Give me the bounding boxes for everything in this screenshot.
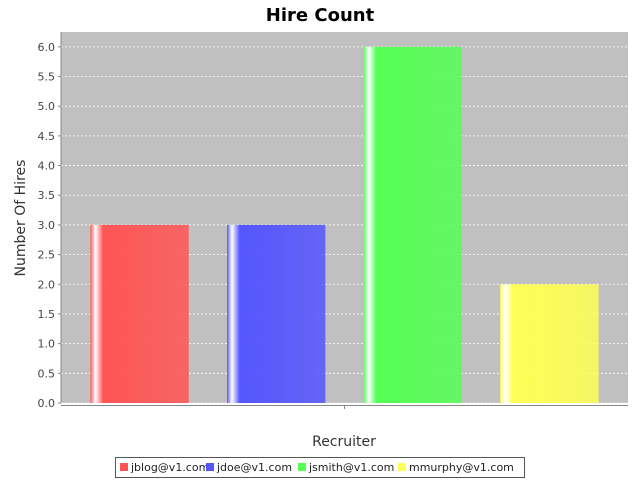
bar-mmurphy: [500, 284, 599, 403]
legend: jblog@v1.com jdoe@v1.com jsmith@v1.com mmur…: [120, 461, 514, 474]
legend-label: jblog@v1.com: [130, 461, 209, 474]
y-axis-ticks: 0.0 0.5 1.0 1.5 2.0 2.5 3.0 3.5 4.0 4.5 5.0 5.5 6.0: [38, 41, 61, 410]
y-tick-label: 3.0: [38, 219, 56, 232]
y-tick-label: 2.5: [38, 249, 56, 262]
y-tick-label: 1.5: [38, 308, 56, 321]
legend-label: jsmith@v1.com: [308, 461, 394, 474]
y-tick-label: 4.0: [38, 160, 56, 173]
y-tick-label: 5.5: [38, 71, 56, 84]
legend-label: mmurphy@v1.com: [409, 461, 514, 474]
y-tick-label: 2.0: [38, 278, 56, 291]
y-axis-title: Number Of Hires: [13, 160, 29, 277]
y-tick-label: 0.5: [38, 367, 56, 380]
legend-swatch: [398, 463, 406, 471]
legend-label: jdoe@v1.com: [216, 461, 292, 474]
y-tick-label: 1.0: [38, 338, 56, 351]
legend-swatch: [298, 463, 306, 471]
y-tick-label: 3.5: [38, 189, 56, 202]
bars: [90, 46, 599, 404]
bar-jsmith: [363, 46, 462, 404]
y-tick-label: 0.0: [38, 397, 56, 410]
bar-jblog: [90, 224, 189, 403]
legend-box: [115, 457, 525, 478]
y-tick-label: 4.5: [38, 130, 56, 143]
legend-swatch: [120, 463, 128, 471]
chart-title: Hire Count: [266, 5, 375, 26]
x-axis-title: Recruiter: [312, 434, 376, 450]
bar-jdoe: [227, 224, 326, 403]
y-tick-label: 6.0: [38, 41, 56, 54]
legend-swatch: [206, 463, 214, 471]
y-tick-label: 5.0: [38, 100, 56, 113]
